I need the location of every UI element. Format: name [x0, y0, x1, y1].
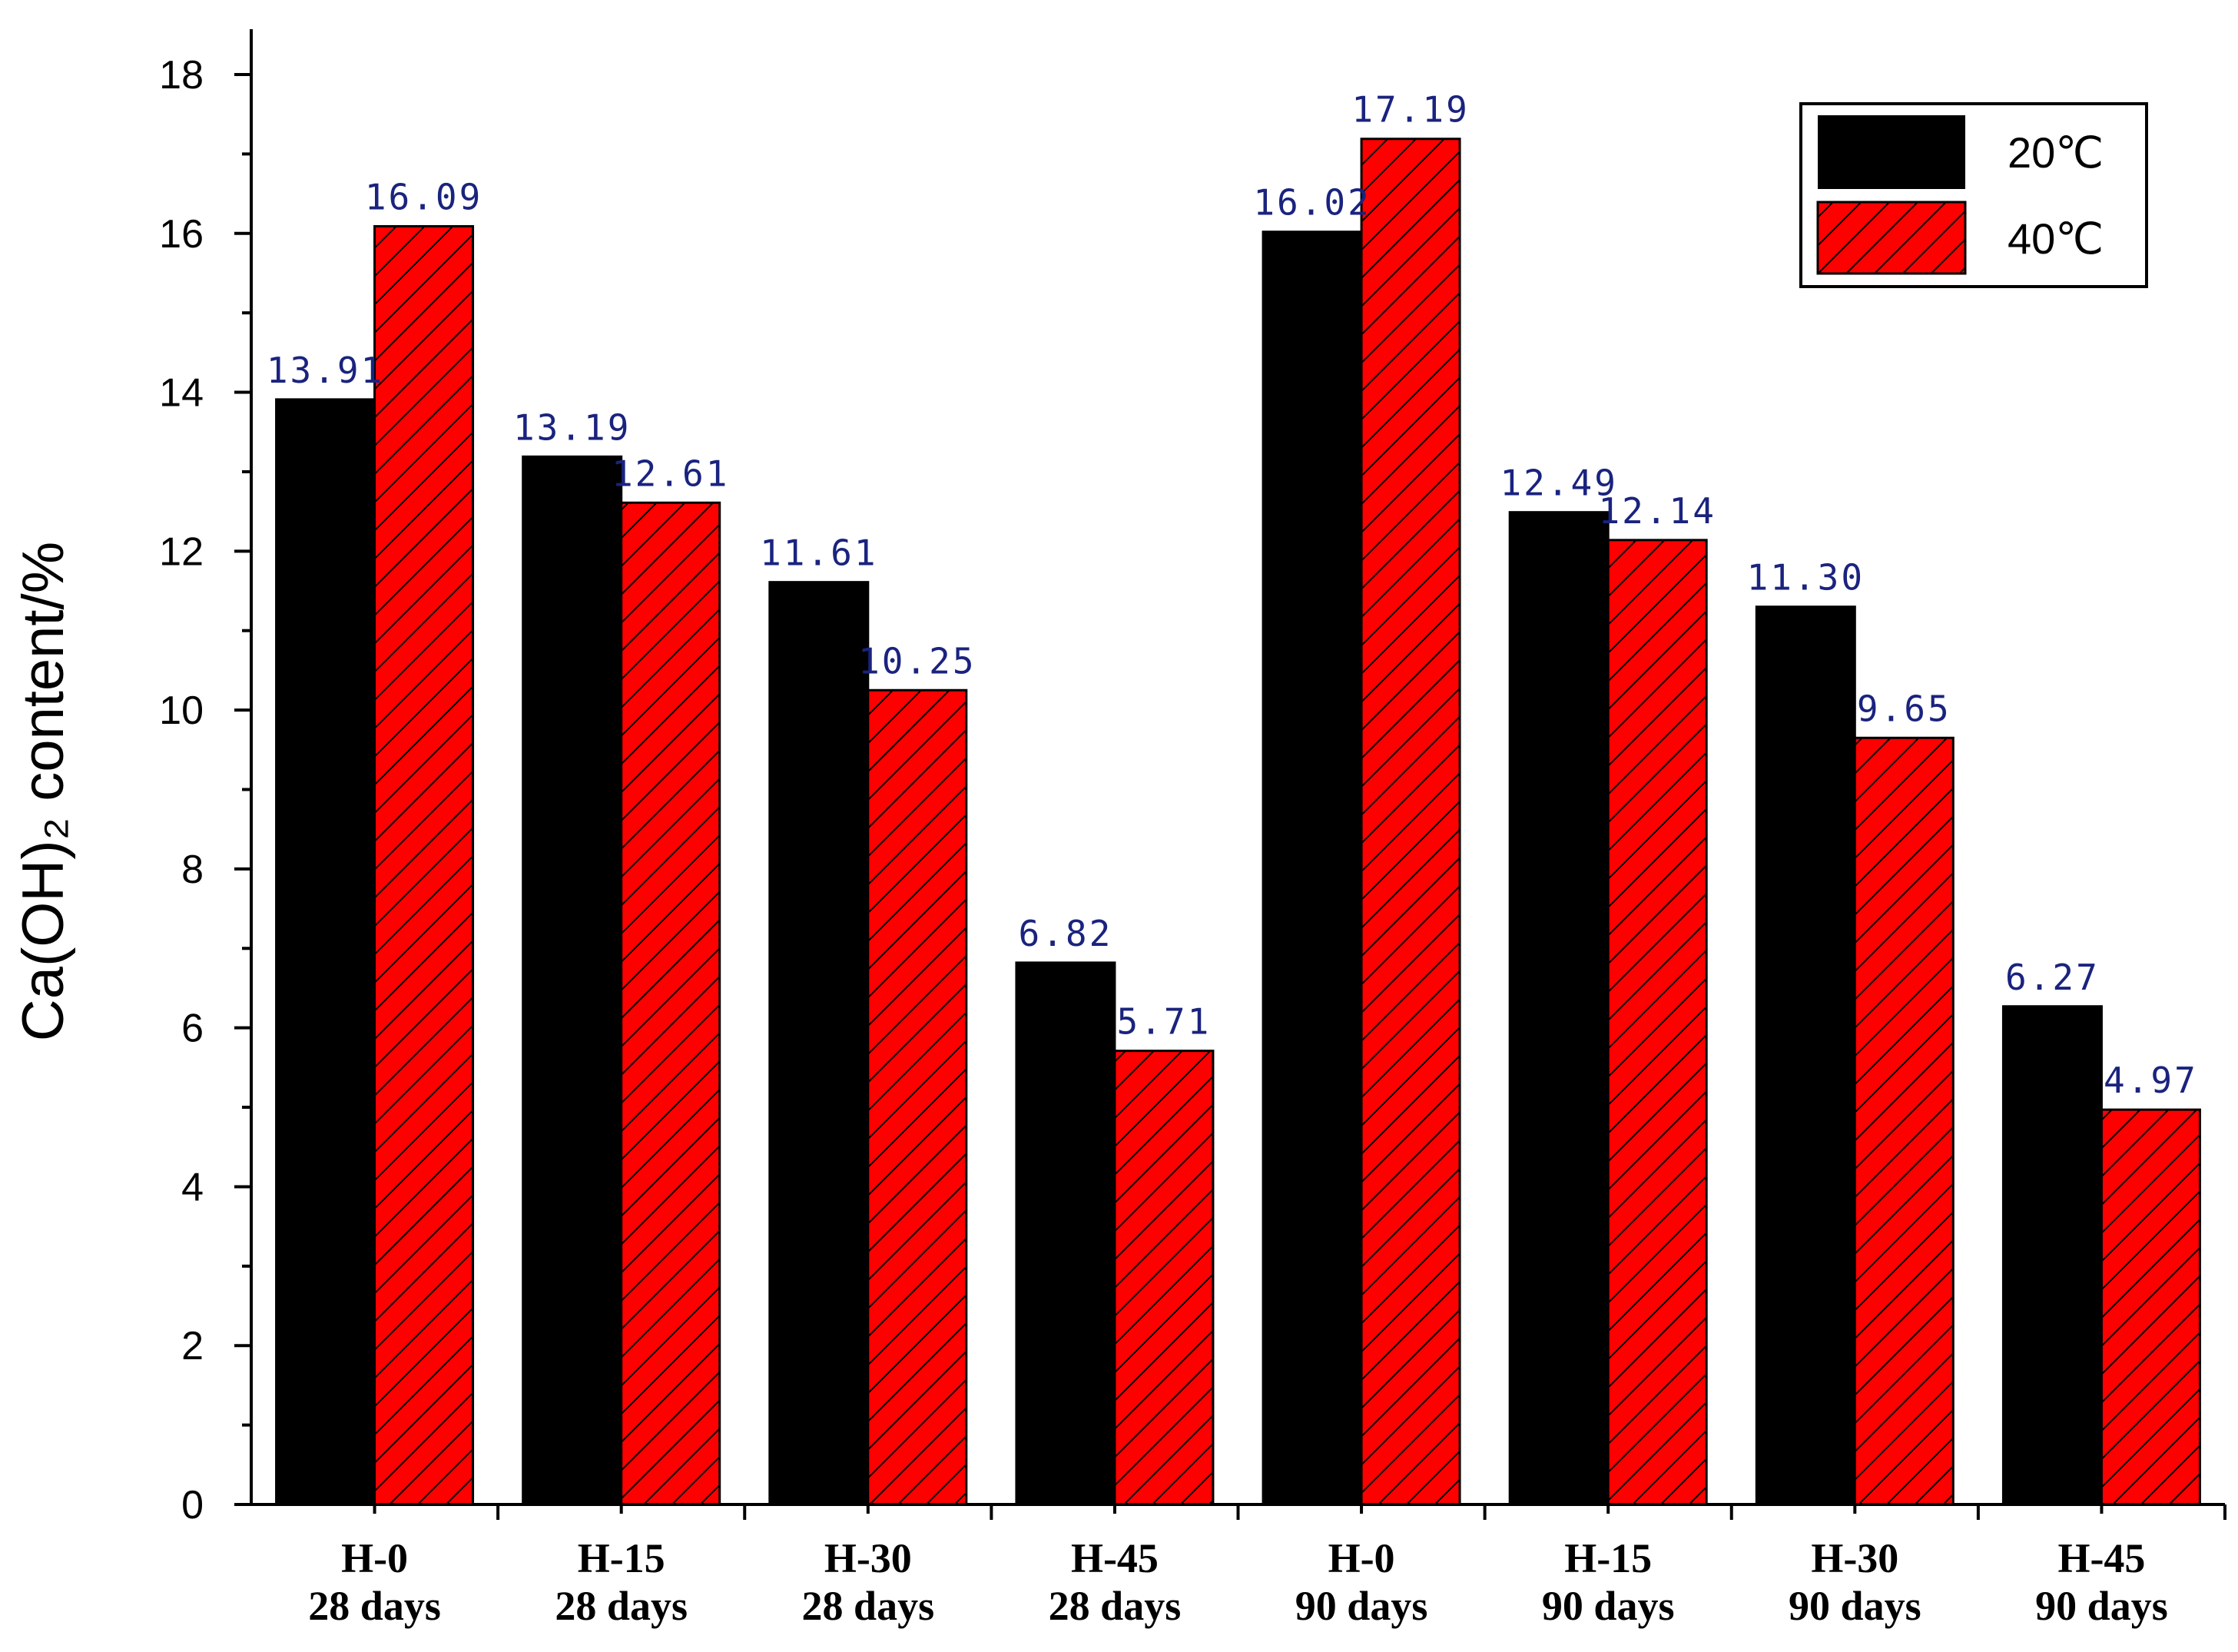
- data-label: 11.61: [760, 532, 877, 574]
- x-tick-label: H-15: [1564, 1535, 1652, 1581]
- data-label: 12.14: [1598, 490, 1716, 532]
- x-tick-label: 90 days: [1295, 1583, 1428, 1629]
- data-label: 12.49: [1500, 463, 1617, 504]
- data-label: 6.82: [1019, 913, 1113, 954]
- y-tick-label: 12: [159, 529, 204, 574]
- value-labels-layer: 13.91 16.09 13.19 12.61 11.61 10.25 6.82 5.71 16…: [267, 89, 2198, 1101]
- y-axis-label: Ca(OH)₂ content/%: [11, 542, 76, 1041]
- bar-40c: [373, 224, 475, 1506]
- data-label: 17.19: [1351, 89, 1469, 131]
- legend-label-20c: 20℃: [2008, 128, 2104, 177]
- bar-40c: [1606, 539, 1708, 1506]
- data-label: 4.97: [2104, 1060, 2198, 1101]
- x-tick-label: H-0: [341, 1535, 408, 1581]
- bar-20c: [1015, 961, 1116, 1506]
- bar-40c: [2100, 1108, 2201, 1506]
- x-tick-label: 90 days: [1789, 1583, 1921, 1629]
- data-label: 6.27: [2005, 957, 2100, 998]
- x-tick-label: 90 days: [2035, 1583, 2168, 1629]
- bar-40c: [1113, 1050, 1215, 1506]
- x-tick-label: H-30: [1811, 1535, 1898, 1581]
- bar-20c: [2001, 1005, 2103, 1506]
- bar-40c: [1853, 736, 1955, 1506]
- bar-20c: [522, 455, 623, 1506]
- x-tick-label: 90 days: [1542, 1583, 1675, 1629]
- bar-20c: [1508, 511, 1610, 1506]
- data-label: 10.25: [858, 640, 976, 682]
- data-label: 13.19: [513, 406, 631, 448]
- data-label: 13.91: [267, 350, 384, 391]
- x-tick-label: 28 days: [555, 1583, 688, 1629]
- data-label: 11.30: [1747, 557, 1865, 599]
- legend-swatch-20c: [1818, 115, 1965, 189]
- y-axis: 0 2 4 6 8 10 12 14 16 18: [159, 53, 251, 1528]
- data-label: 5.71: [1117, 1001, 1212, 1043]
- bar-20c: [1755, 605, 1856, 1506]
- data-label: 9.65: [1857, 688, 1951, 729]
- data-label: 16.02: [1253, 182, 1371, 224]
- x-tick-label: H-30: [824, 1535, 912, 1581]
- x-tick-label: 28 days: [1049, 1583, 1182, 1629]
- x-tick-label: H-45: [1071, 1535, 1159, 1581]
- data-label: 16.09: [365, 176, 482, 217]
- legend-label-40c: 40℃: [2008, 214, 2104, 263]
- bar-40c: [1360, 138, 1461, 1506]
- y-tick-label: 6: [181, 1007, 204, 1051]
- y-tick-label: 14: [159, 371, 204, 416]
- y-tick-label: 8: [181, 848, 204, 892]
- y-tick-label: 16: [159, 212, 204, 257]
- y-tick-label: 0: [181, 1483, 204, 1528]
- bar-40c: [620, 501, 721, 1506]
- y-tick-label: 10: [159, 688, 204, 733]
- data-label: 12.61: [612, 453, 729, 494]
- x-tick-label: 28 days: [802, 1583, 935, 1629]
- x-tick-label: H-0: [1328, 1535, 1395, 1581]
- y-tick-label: 4: [181, 1165, 204, 1209]
- legend-swatch-40c: [1816, 201, 1967, 275]
- bar-20c: [768, 581, 870, 1506]
- x-tick-label: H-45: [2057, 1535, 2145, 1581]
- bar-40c: [867, 688, 968, 1506]
- y-tick-label: 2: [181, 1324, 204, 1368]
- legend: 20℃ 40℃: [1799, 102, 2148, 288]
- bars-layer: [275, 138, 2201, 1506]
- x-tick-label: 28 days: [308, 1583, 441, 1629]
- bar-20c: [1262, 231, 1363, 1506]
- bar-20c: [275, 398, 376, 1506]
- x-tick-label: H-15: [578, 1535, 665, 1581]
- y-tick-label: 18: [159, 53, 204, 98]
